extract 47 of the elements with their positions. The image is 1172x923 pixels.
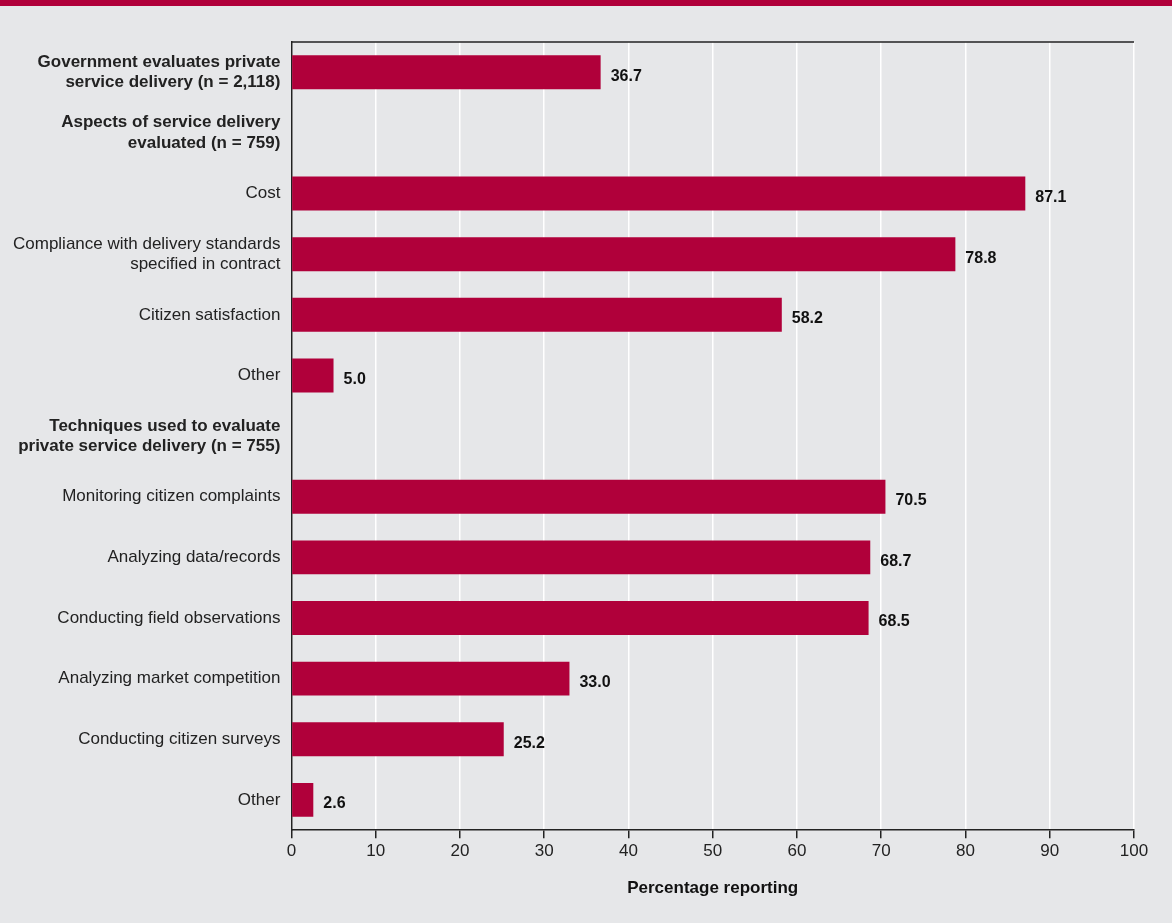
y-tick-label: Aspects of service delivery evaluated (n = 759) (61, 112, 281, 152)
bar (292, 722, 504, 757)
x-tick-label: 90 (1040, 841, 1060, 861)
bar (292, 237, 956, 272)
x-tick-label: 40 (618, 841, 638, 861)
y-tick-label: Conducting citizen surveys (78, 728, 281, 748)
x-tick-label: 70 (871, 841, 891, 861)
x-tick-label: 60 (787, 841, 807, 861)
bar (292, 782, 314, 817)
y-tick-label: Analyzing data/records (107, 547, 281, 567)
bar (292, 358, 334, 393)
data-label: 33.0 (579, 673, 611, 691)
x-tick-label: 10 (366, 841, 386, 861)
y-tick-label: Cost (245, 183, 281, 203)
data-label: 36.7 (610, 66, 642, 84)
data-label: 68.7 (880, 551, 912, 569)
y-tick-label: Citizen satisfaction (138, 304, 281, 324)
y-tick-label: Compliance with delivery standards specified in contract (13, 233, 281, 274)
bar (292, 540, 871, 575)
y-tick-label: Techniques used to evaluate private service delivery (n = 755) (18, 415, 281, 455)
x-tick-label: 30 (534, 841, 554, 861)
y-tick-label: Government evaluates private service delivery (n = 2,118) (37, 51, 281, 92)
bar (292, 661, 570, 696)
y-tick-label: Other (237, 789, 281, 809)
data-label: 58.2 (791, 309, 824, 327)
y-tick-label: Other (237, 365, 281, 385)
data-label: 87.1 (1035, 187, 1067, 205)
data-label: 78.8 (965, 248, 997, 266)
data-label: 5.0 (343, 369, 366, 387)
bar (292, 601, 869, 635)
x-tick-label: 100 (1119, 841, 1149, 861)
x-axis-title: Percentage reporting (627, 878, 799, 898)
x-tick-label: 20 (450, 841, 470, 861)
x-tick-label: 50 (703, 841, 723, 861)
data-label: 70.5 (895, 491, 927, 509)
y-tick-label: Analyzing market competition (58, 668, 281, 688)
bar (292, 479, 886, 514)
data-label: 2.6 (323, 794, 346, 812)
x-tick-label: 0 (286, 841, 297, 861)
bar (292, 176, 1026, 211)
bar (292, 55, 601, 90)
x-tick-label: 80 (956, 841, 975, 861)
data-label: 68.5 (878, 612, 910, 630)
bar (292, 297, 782, 332)
y-tick-label: Conducting field observations (57, 607, 281, 627)
data-label: 25.2 (513, 733, 545, 751)
y-tick-label: Monitoring citizen complaints (62, 486, 281, 506)
